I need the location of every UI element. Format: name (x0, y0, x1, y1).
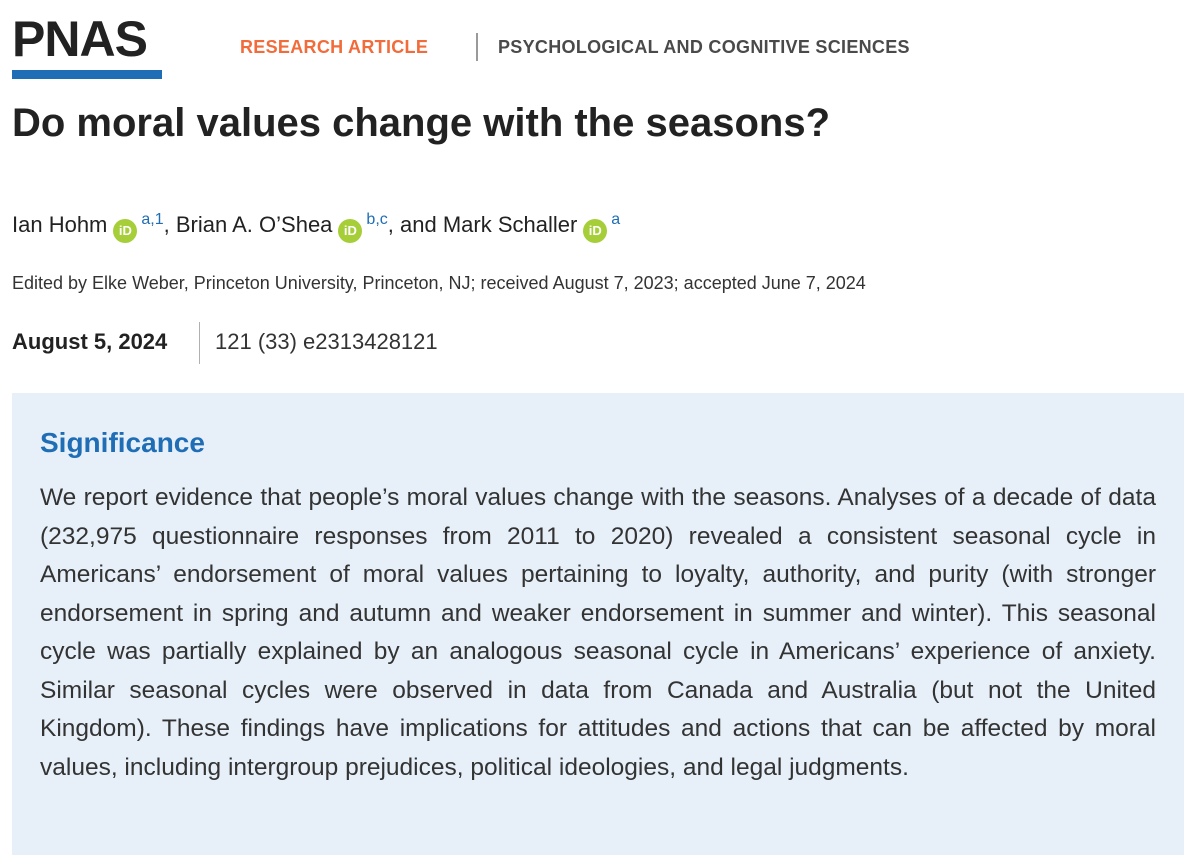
citation-info: 121 (33) e2313428121 (215, 329, 438, 354)
author-separator: , and (387, 212, 443, 237)
orcid-icon[interactable]: iD (113, 219, 138, 243)
edited-by-line: Edited by Elke Weber, Princeton Universi… (12, 273, 866, 293)
significance-box: Significance We report evidence that peo… (12, 393, 1184, 855)
author-affiliation[interactable]: b,c (366, 211, 388, 228)
meta-divider (199, 322, 200, 364)
article-title: Do moral values change with the seasons? (12, 101, 831, 145)
pnas-logo-underline (12, 70, 162, 79)
significance-heading: Significance (40, 427, 205, 458)
author-affiliation[interactable]: a (611, 211, 621, 228)
significance-text: We report evidence that people’s moral v… (40, 484, 1156, 781)
author-name[interactable]: Ian Hohm (12, 212, 108, 237)
author-name[interactable]: Mark Schaller (442, 212, 578, 237)
author-name[interactable]: Brian A. O’Shea (175, 212, 333, 237)
section-label[interactable]: PSYCHOLOGICAL AND COGNITIVE SCIENCES (498, 37, 910, 57)
header-divider (476, 33, 478, 61)
publication-date: August 5, 2024 (12, 329, 168, 354)
pnas-logo-text: PNAS (12, 11, 148, 67)
author-list: Ian Hohm iDa,1, Brian A. O’Shea iDb,c, and… (12, 211, 620, 243)
article-type-label[interactable]: RESEARCH ARTICLE (240, 37, 429, 57)
pnas-logo[interactable]: PNAS (12, 14, 164, 79)
orcid-icon[interactable]: iD (583, 219, 608, 243)
orcid-icon[interactable]: iD (338, 219, 363, 243)
author-separator: , (163, 212, 176, 237)
author-affiliation[interactable]: a,1 (141, 211, 164, 228)
